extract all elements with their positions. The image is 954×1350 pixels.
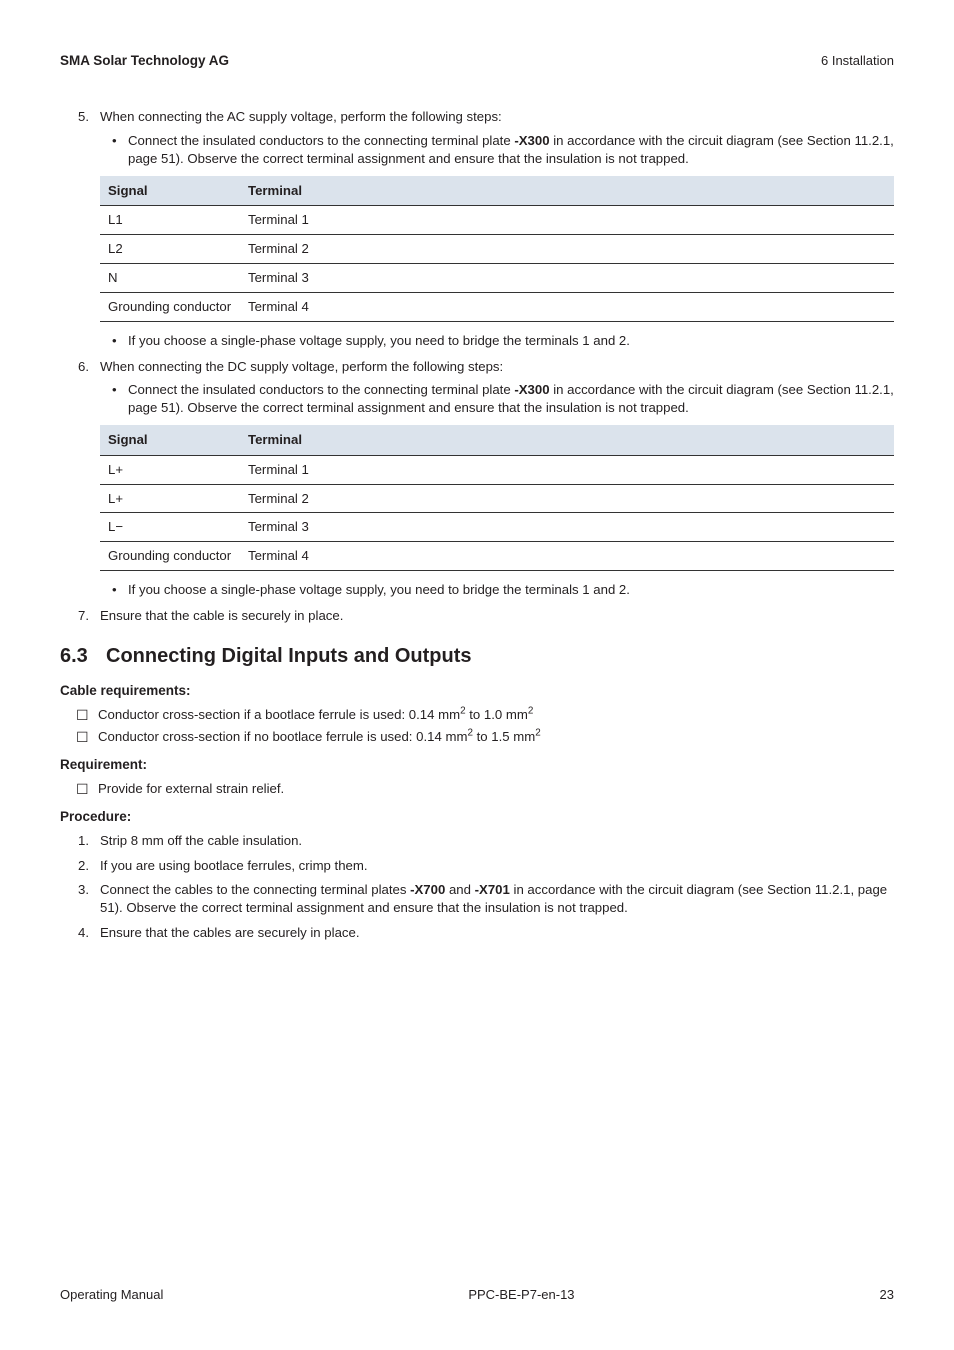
table-header-terminal: Terminal <box>240 176 894 206</box>
step-5-bullets-2: If you choose a single-phase voltage sup… <box>100 332 894 350</box>
step-text: Ensure that the cable is securely in pla… <box>100 608 343 623</box>
step-text-mid: and <box>445 882 474 897</box>
requirement-list: Provide for external strain relief. <box>60 780 894 798</box>
cell-signal: Grounding conductor <box>100 542 240 571</box>
cell-terminal: Terminal 4 <box>240 292 894 321</box>
req-text-a: Conductor cross-section if no bootlace f… <box>98 729 467 744</box>
cell-terminal: Terminal 2 <box>240 484 894 513</box>
bullet-item: Connect the insulated conductors to the … <box>128 132 894 168</box>
table-header-terminal: Terminal <box>240 425 894 455</box>
cell-terminal: Terminal 3 <box>240 264 894 293</box>
cell-signal: L− <box>100 513 240 542</box>
cell-signal: N <box>100 264 240 293</box>
step-number: 7. <box>78 607 89 625</box>
terminal-plate-ref: -X300 <box>514 382 549 397</box>
step-text: If you are using bootlace ferrules, crim… <box>100 858 368 873</box>
req-text-a: Conductor cross-section if a bootlace fe… <box>98 707 460 722</box>
cell-terminal: Terminal 1 <box>240 206 894 235</box>
checkbox-item: Conductor cross-section if no bootlace f… <box>98 728 894 746</box>
table-row: Grounding conductorTerminal 4 <box>100 542 894 571</box>
header-company: SMA Solar Technology AG <box>60 52 229 70</box>
header-chapter: 6 Installation <box>821 52 894 70</box>
step-text: When connecting the DC supply voltage, p… <box>100 359 503 374</box>
checkbox-item: Conductor cross-section if a bootlace fe… <box>98 706 894 724</box>
footer-page-number: 23 <box>880 1286 894 1304</box>
step-number: 1. <box>78 832 89 850</box>
step-6: 6. When connecting the DC supply voltage… <box>100 358 894 599</box>
step-6-bullets: Connect the insulated conductors to the … <box>100 381 894 417</box>
procedure-list: 1. Strip 8 mm off the cable insulation. … <box>60 832 894 942</box>
cell-signal: Grounding conductor <box>100 292 240 321</box>
section-number: 6.3 <box>60 643 106 670</box>
ac-signal-table: Signal Terminal L1Terminal 1 L2Terminal … <box>100 176 894 322</box>
terminal-plate-ref: -X700 <box>410 882 445 897</box>
dc-signal-table: Signal Terminal L+Terminal 1 L+Terminal … <box>100 425 894 571</box>
procedure-step: 3. Connect the cables to the connecting … <box>100 881 894 917</box>
step-number: 6. <box>78 358 89 376</box>
req-text-b: to 1.5 mm <box>473 729 535 744</box>
step-5-bullets: Connect the insulated conductors to the … <box>100 132 894 168</box>
table-row: L1Terminal 1 <box>100 206 894 235</box>
step-number: 3. <box>78 881 89 899</box>
main-steps-list: 5. When connecting the AC supply voltage… <box>60 108 894 624</box>
step-text: Strip 8 mm off the cable insulation. <box>100 833 302 848</box>
table-row: L+Terminal 1 <box>100 455 894 484</box>
cell-terminal: Terminal 3 <box>240 513 894 542</box>
req-text-b: to 1.0 mm <box>466 707 528 722</box>
bullet-item: If you choose a single-phase voltage sup… <box>128 581 894 599</box>
cable-requirements-list: Conductor cross-section if a bootlace fe… <box>60 706 894 746</box>
table-header-signal: Signal <box>100 176 240 206</box>
table-header-signal: Signal <box>100 425 240 455</box>
step-text: When connecting the AC supply voltage, p… <box>100 109 502 124</box>
bullet-text-pre: Connect the insulated conductors to the … <box>128 133 514 148</box>
cell-terminal: Terminal 4 <box>240 542 894 571</box>
step-text: Ensure that the cables are securely in p… <box>100 925 360 940</box>
table-row: L−Terminal 3 <box>100 513 894 542</box>
requirement-heading: Requirement: <box>60 756 894 774</box>
step-6-bullets-2: If you choose a single-phase voltage sup… <box>100 581 894 599</box>
footer-center: PPC-BE-P7-en-13 <box>468 1286 574 1304</box>
procedure-step: 1. Strip 8 mm off the cable insulation. <box>100 832 894 850</box>
footer-left: Operating Manual <box>60 1286 163 1304</box>
table-row: NTerminal 3 <box>100 264 894 293</box>
section-6-3-heading: 6.3Connecting Digital Inputs and Outputs <box>60 643 894 670</box>
step-7: 7. Ensure that the cable is securely in … <box>100 607 894 625</box>
superscript: 2 <box>535 727 541 738</box>
bullet-text-pre: Connect the insulated conductors to the … <box>128 382 514 397</box>
step-number: 2. <box>78 857 89 875</box>
bullet-item: Connect the insulated conductors to the … <box>128 381 894 417</box>
step-number: 5. <box>78 108 89 126</box>
page-header: SMA Solar Technology AG 6 Installation <box>60 52 894 70</box>
table-row: L2Terminal 2 <box>100 235 894 264</box>
procedure-step: 4. Ensure that the cables are securely i… <box>100 924 894 942</box>
table-row: Grounding conductorTerminal 4 <box>100 292 894 321</box>
step-number: 4. <box>78 924 89 942</box>
checkbox-item: Provide for external strain relief. <box>98 780 894 798</box>
section-title: Connecting Digital Inputs and Outputs <box>106 645 472 667</box>
cell-signal: L+ <box>100 455 240 484</box>
procedure-heading: Procedure: <box>60 808 894 826</box>
procedure-step: 2. If you are using bootlace ferrules, c… <box>100 857 894 875</box>
cell-signal: L+ <box>100 484 240 513</box>
cell-terminal: Terminal 2 <box>240 235 894 264</box>
bullet-item: If you choose a single-phase voltage sup… <box>128 332 894 350</box>
cell-terminal: Terminal 1 <box>240 455 894 484</box>
cell-signal: L1 <box>100 206 240 235</box>
page-footer: Operating Manual PPC-BE-P7-en-13 23 <box>60 1286 894 1304</box>
cable-requirements-heading: Cable requirements: <box>60 682 894 700</box>
step-5: 5. When connecting the AC supply voltage… <box>100 108 894 349</box>
terminal-plate-ref: -X300 <box>514 133 549 148</box>
cell-signal: L2 <box>100 235 240 264</box>
superscript: 2 <box>528 705 534 716</box>
table-row: L+Terminal 2 <box>100 484 894 513</box>
step-text-pre: Connect the cables to the connecting ter… <box>100 882 410 897</box>
terminal-plate-ref: -X701 <box>475 882 510 897</box>
